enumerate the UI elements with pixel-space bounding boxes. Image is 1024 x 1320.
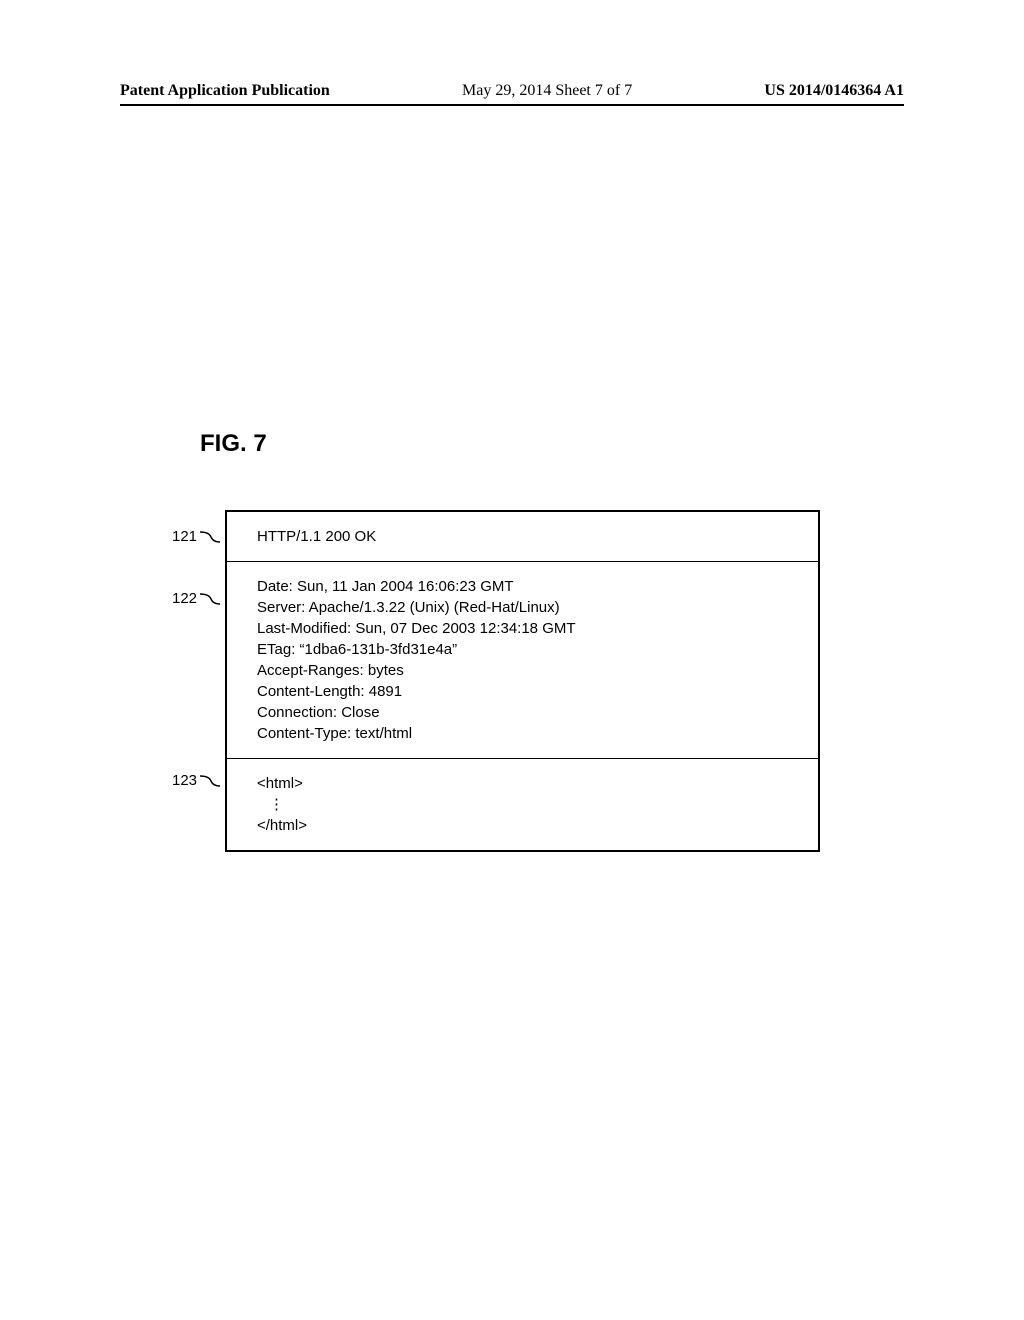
header-date: Date: Sun, 11 Jan 2004 16:06:23 GMT bbox=[257, 576, 788, 597]
status-line-section: HTTP/1.1 200 OK bbox=[227, 512, 818, 562]
http-response-box: HTTP/1.1 200 OK Date: Sun, 11 Jan 2004 1… bbox=[225, 510, 820, 852]
header-center: May 29, 2014 Sheet 7 of 7 bbox=[462, 82, 632, 100]
ref-123-text: 123 bbox=[172, 772, 197, 789]
header-content-type: Content-Type: text/html bbox=[257, 723, 788, 744]
header-rule bbox=[120, 104, 904, 106]
figure-label: FIG. 7 bbox=[200, 430, 267, 458]
status-line: HTTP/1.1 200 OK bbox=[257, 526, 788, 547]
header-content-length: Content-Length: 4891 bbox=[257, 681, 788, 702]
header-connection: Connection: Close bbox=[257, 702, 788, 723]
ref-121: 121 bbox=[172, 528, 221, 545]
header-last-modified: Last-Modified: Sun, 07 Dec 2003 12:34:18… bbox=[257, 618, 788, 639]
leader-curve-icon bbox=[199, 592, 221, 606]
leader-curve-icon bbox=[199, 774, 221, 788]
body-ellipsis: ⋮ bbox=[257, 794, 788, 815]
body-open: <html> bbox=[257, 773, 788, 794]
header-right: US 2014/0146364 A1 bbox=[764, 82, 904, 100]
header-left: Patent Application Publication bbox=[120, 82, 330, 100]
ref-123: 123 bbox=[172, 772, 221, 789]
header-accept-ranges: Accept-Ranges: bytes bbox=[257, 660, 788, 681]
header-etag: ETag: “1dba6-131b-3fd31e4a” bbox=[257, 639, 788, 660]
headers-section: Date: Sun, 11 Jan 2004 16:06:23 GMT Serv… bbox=[227, 562, 818, 759]
body-close: </html> bbox=[257, 815, 788, 836]
body-section: <html> ⋮ </html> bbox=[227, 759, 818, 850]
page-header: Patent Application Publication May 29, 2… bbox=[120, 82, 904, 100]
leader-curve-icon bbox=[199, 530, 221, 544]
ref-122-text: 122 bbox=[172, 590, 197, 607]
ref-121-text: 121 bbox=[172, 528, 197, 545]
header-server: Server: Apache/1.3.22 (Unix) (Red-Hat/Li… bbox=[257, 597, 788, 618]
ref-122: 122 bbox=[172, 590, 221, 607]
